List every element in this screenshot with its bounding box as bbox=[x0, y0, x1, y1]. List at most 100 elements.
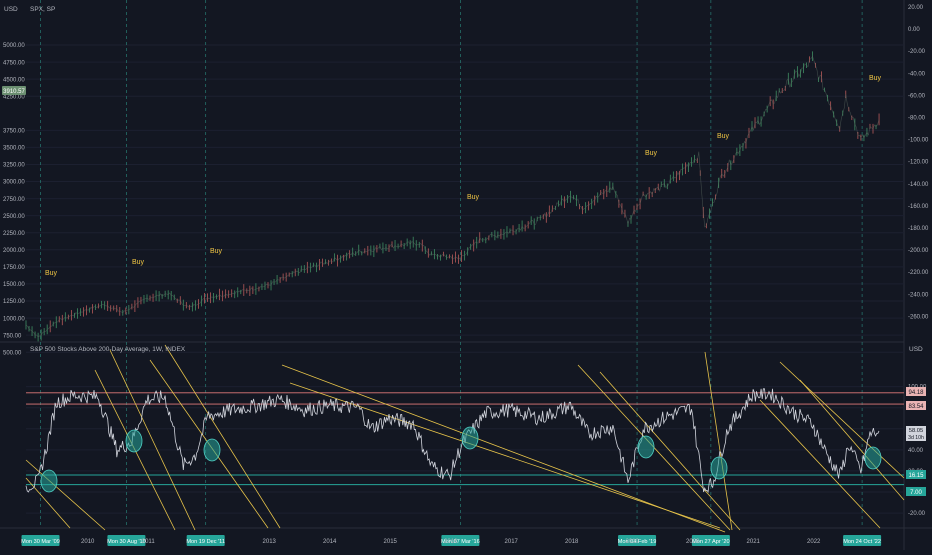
price-tick-label: 1250.00 bbox=[3, 299, 25, 305]
buy-annotation: Buy bbox=[467, 194, 480, 201]
date-badge-label: Mon 19 Dec '11 bbox=[186, 539, 225, 545]
level-label-83: 83.54 bbox=[908, 404, 924, 410]
level-badge-support bbox=[906, 470, 926, 479]
price-tick-label: 3500.00 bbox=[3, 146, 25, 152]
year-tick-label: 2013 bbox=[263, 539, 277, 545]
indicator-trendline bbox=[281, 364, 726, 533]
year-tick-label: 2020 bbox=[686, 539, 700, 545]
date-badge-label: Mon 27 Apr '20 bbox=[692, 539, 729, 545]
pct-tick-label: -80.00 bbox=[908, 116, 926, 122]
level-label-16: 16.15 bbox=[908, 473, 924, 479]
buy-annotation: Buy bbox=[210, 248, 223, 255]
pct-tick-label: -140.00 bbox=[908, 182, 929, 188]
date-badge bbox=[186, 535, 225, 546]
year-tick-label: 2016 bbox=[444, 539, 458, 545]
date-badge bbox=[441, 535, 480, 546]
year-tick-label: 2022 bbox=[807, 539, 821, 545]
date-badge-label: Mon 30 Aug '10 bbox=[107, 539, 146, 545]
buy-signal-ellipse bbox=[710, 456, 728, 480]
pct-tick-label: 20.00 bbox=[908, 5, 924, 11]
year-tick-label: 2017 bbox=[505, 539, 519, 545]
price-tick-label: 500.00 bbox=[3, 350, 22, 356]
indicator-trendline bbox=[164, 344, 281, 529]
date-badge-label: Mon 07 Mar '16 bbox=[441, 539, 480, 545]
buy-signal-ellipse bbox=[461, 426, 479, 450]
pct-tick-label: -220.00 bbox=[908, 270, 929, 276]
pct-tick-label: -180.00 bbox=[908, 226, 929, 232]
date-badge bbox=[107, 535, 146, 546]
price-tick-label: 2000.00 bbox=[3, 248, 25, 254]
price-tick-label: 2500.00 bbox=[3, 214, 25, 220]
year-tick-label: 2018 bbox=[565, 539, 579, 545]
year-tick-label: 2021 bbox=[747, 539, 761, 545]
price-pane-ylabel: USD bbox=[4, 6, 18, 13]
current-price-label: 3910.57 bbox=[3, 89, 25, 95]
buy-annotation: Buy bbox=[132, 259, 145, 266]
indicator-trendline bbox=[704, 351, 733, 531]
buy-signal-lines bbox=[40, 0, 863, 528]
indicator-pane-title[interactable]: S&P 500 Stocks Above 200-Day Average, 1W… bbox=[30, 346, 186, 353]
pct-tick-label: 0.00 bbox=[908, 27, 920, 33]
date-badge bbox=[618, 535, 657, 546]
level-badge-upper bbox=[906, 401, 926, 410]
price-tick-label: 4500.00 bbox=[3, 77, 25, 83]
date-badge-label: Mon 24 Oct '22 bbox=[843, 539, 881, 545]
pct-tick-label: -60.00 bbox=[908, 93, 926, 99]
buy-signal-ellipse bbox=[203, 438, 221, 462]
buy-annotation: Buy bbox=[717, 133, 730, 140]
indicator-trendline bbox=[289, 382, 721, 529]
price-tick-label: 1500.00 bbox=[3, 282, 25, 288]
indicator-trendline bbox=[109, 349, 196, 531]
price-tick-label: 3000.00 bbox=[3, 180, 25, 186]
pct-tick-label: -20.00 bbox=[908, 49, 926, 55]
buy-annotation: Buy bbox=[645, 150, 658, 157]
axis-layer: 5000.00 4750.00 4500.00 4250.00 3750.00 3500.… bbox=[3, 5, 929, 546]
indicator-pane-ylabel: USD bbox=[909, 346, 923, 353]
year-tick-label: 2011 bbox=[142, 539, 156, 545]
pct-tick-label: -160.00 bbox=[908, 204, 929, 210]
pct-tick-label: -260.00 bbox=[908, 314, 929, 320]
date-badge bbox=[691, 535, 730, 546]
pct-tick-label: -200.00 bbox=[908, 248, 929, 254]
date-badge-label: Mon 04 Feb '19 bbox=[618, 539, 657, 545]
price-tick-label: 3250.00 bbox=[3, 163, 25, 169]
bar-countdown: 3d 10h bbox=[908, 435, 924, 441]
buy-signal-ellipse bbox=[864, 446, 882, 470]
level-label-94: 94.18 bbox=[908, 390, 924, 396]
indicator-line bbox=[25, 388, 880, 494]
indicator-trendline bbox=[599, 371, 741, 531]
year-tick-label: 2014 bbox=[323, 539, 337, 545]
buy-signal-ellipse bbox=[637, 435, 655, 459]
current-price-badge bbox=[2, 86, 26, 95]
buy-signal-ellipse bbox=[125, 429, 143, 453]
indicator-trendline bbox=[25, 477, 71, 529]
indicator-tick-label: 40.00 bbox=[908, 448, 924, 454]
buy-signal-ellipse bbox=[40, 469, 58, 493]
price-tick-label: 2250.00 bbox=[3, 231, 25, 237]
price-line bbox=[25, 55, 880, 338]
price-tick-label: 2750.00 bbox=[3, 197, 25, 203]
buy-annotation: Buy bbox=[869, 75, 882, 82]
price-tick-label: 750.00 bbox=[3, 333, 22, 339]
level-badge-low bbox=[906, 487, 926, 496]
current-indicator-badge bbox=[906, 426, 926, 441]
level-badge-high bbox=[906, 387, 926, 396]
indicator-trendline bbox=[799, 379, 905, 501]
price-tick-label: 1750.00 bbox=[3, 265, 25, 271]
price-tick-label: 4750.00 bbox=[3, 60, 25, 66]
price-tick-label: 4250.00 bbox=[3, 94, 25, 100]
price-tick-label: 3750.00 bbox=[3, 129, 25, 135]
year-tick-label: 2015 bbox=[384, 539, 398, 545]
year-tick-label: 2010 bbox=[81, 539, 95, 545]
pct-tick-label: -40.00 bbox=[908, 71, 926, 77]
date-badge bbox=[843, 535, 882, 546]
indicator-tick-label: -20.00 bbox=[908, 511, 926, 517]
level-label-7: 7.00 bbox=[910, 490, 922, 496]
indicator-pane bbox=[25, 344, 905, 533]
pct-tick-label: -120.00 bbox=[908, 160, 929, 166]
year-tick-label: 2019 bbox=[626, 539, 640, 545]
price-tick-label: 5000.00 bbox=[3, 43, 25, 49]
